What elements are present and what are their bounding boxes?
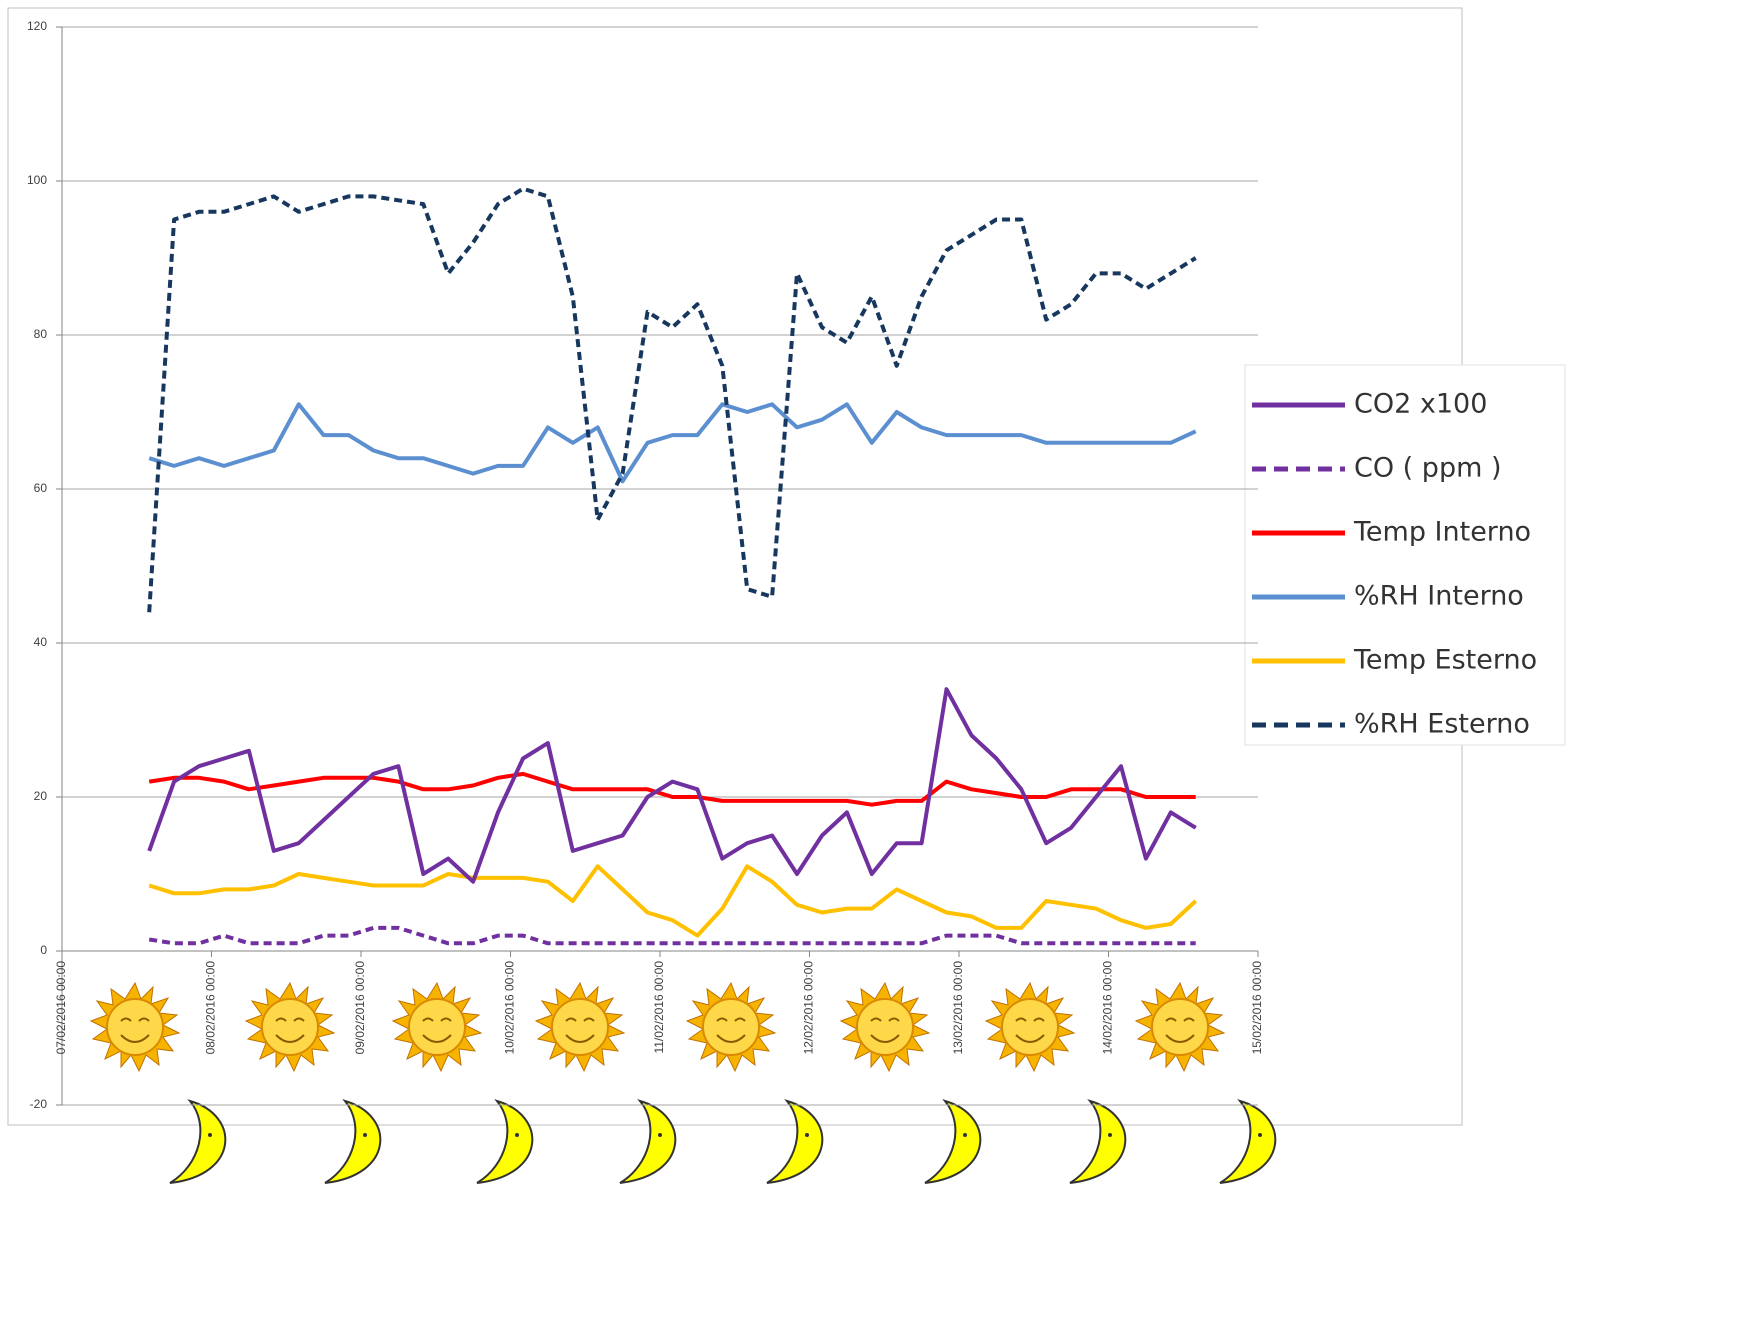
y-tick-label: 120 bbox=[27, 19, 47, 33]
y-tick-label: 80 bbox=[34, 327, 48, 341]
x-tick-label: 12/02/2016 00:00 bbox=[802, 961, 816, 1055]
y-tick-label: 100 bbox=[27, 173, 47, 187]
x-tick-label: 08/02/2016 00:00 bbox=[204, 961, 218, 1055]
legend-label: %RH Esterno bbox=[1354, 709, 1530, 740]
y-tick-label: -20 bbox=[30, 1097, 48, 1111]
series-line bbox=[149, 774, 1196, 805]
legend-label: Temp Interno bbox=[1353, 517, 1531, 548]
legend-label: CO2 x100 bbox=[1354, 389, 1487, 420]
legend-label: Temp Esterno bbox=[1353, 645, 1537, 676]
chart: -20 0 20 40 60 80 100 120 07/02/2016 00:00 08/02/… bbox=[0, 0, 1759, 1333]
chart-frame bbox=[8, 8, 1462, 1125]
x-tick-label: 15/02/2016 00:00 bbox=[1250, 961, 1264, 1055]
series-line bbox=[149, 189, 1196, 613]
y-tick-label: 20 bbox=[34, 789, 48, 803]
y-tick-label: 0 bbox=[40, 943, 47, 957]
series-line bbox=[149, 866, 1196, 935]
x-tick-label: 09/02/2016 00:00 bbox=[353, 961, 367, 1055]
legend-label: %RH Interno bbox=[1354, 581, 1524, 612]
x-tick-label: 07/02/2016 00:00 bbox=[54, 961, 68, 1055]
series-line bbox=[149, 928, 1196, 943]
legend-box bbox=[1245, 365, 1565, 745]
y-tick-label: 40 bbox=[34, 635, 48, 649]
x-tick-label: 10/02/2016 00:00 bbox=[503, 961, 517, 1055]
legend-label: CO ( ppm ) bbox=[1354, 453, 1502, 484]
x-tick-label: 11/02/2016 00:00 bbox=[652, 961, 666, 1054]
series-line bbox=[149, 689, 1196, 882]
day-night-icons bbox=[91, 983, 1275, 1183]
y-tick-label: 60 bbox=[34, 481, 48, 495]
x-tick-label: 13/02/2016 00:00 bbox=[951, 961, 965, 1055]
series-line bbox=[149, 404, 1196, 481]
x-tick-label: 14/02/2016 00:00 bbox=[1101, 961, 1115, 1055]
